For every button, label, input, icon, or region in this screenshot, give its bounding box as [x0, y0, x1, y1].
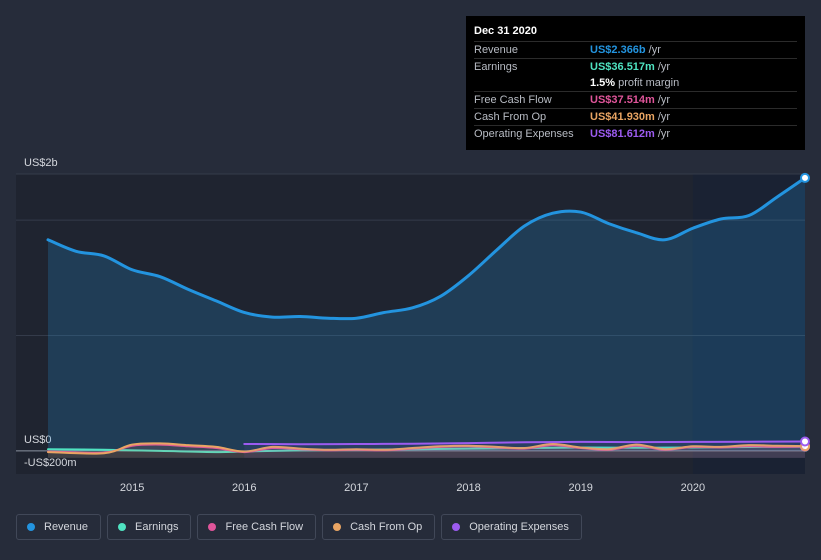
- legend-dot-icon: [208, 523, 217, 531]
- legend-label: Free Cash Flow: [225, 521, 304, 533]
- y-axis-label-zero: US$0: [24, 434, 52, 446]
- x-tick-label: 2016: [232, 482, 256, 494]
- legend-item-free-cash-flow[interactable]: Free Cash Flow: [197, 514, 317, 540]
- x-tick-label: 2019: [568, 482, 592, 494]
- tooltip-label: Free Cash Flow: [474, 94, 552, 106]
- tooltip-date: Dec 31 2020: [474, 25, 537, 37]
- revenue-area: [48, 177, 805, 451]
- tooltip-unit: /yr: [657, 61, 671, 73]
- tooltip-value: 1.5%: [590, 77, 616, 89]
- tooltip-value: US$37.514m: [590, 94, 655, 106]
- legend-item-operating-expenses[interactable]: Operating Expenses: [441, 514, 582, 540]
- revenue-end-point: [800, 172, 810, 183]
- cash-from-op-area: [48, 443, 805, 458]
- tooltip-unit: /yr: [648, 44, 661, 56]
- revenue-line: [46, 176, 807, 321]
- tooltip-value: US$36.517m: [590, 61, 655, 73]
- tooltip-label: Operating Expenses: [474, 128, 574, 140]
- y-axis-label-bottom: -US$200m: [24, 457, 77, 469]
- operating-expenses-line: [243, 440, 806, 446]
- legend-label: Operating Expenses: [469, 521, 569, 533]
- tooltip-row-operating-expenses: Operating Expenses US$81.612m /yr: [474, 125, 797, 142]
- highlight-band: [692, 174, 805, 474]
- x-tick-label: 2018: [456, 482, 480, 494]
- data-tooltip: Dec 31 2020 Revenue US$2.366b /yr Earnin…: [466, 16, 805, 150]
- tooltip-row-revenue: Revenue US$2.366b /yr: [474, 41, 797, 58]
- tooltip-unit: /yr: [657, 111, 671, 123]
- x-tick-label: 2020: [681, 482, 705, 494]
- legend-dot-icon: [333, 523, 342, 531]
- free-cash-flow-area: [48, 444, 805, 458]
- tooltip-unit: profit margin: [618, 77, 680, 89]
- tooltip-label: Revenue: [474, 44, 519, 56]
- tooltip-unit: /yr: [657, 128, 671, 140]
- operating-expenses-end-point: [800, 436, 810, 447]
- plot-background: [16, 174, 805, 474]
- tooltip-value: US$81.612m: [590, 128, 655, 140]
- tooltip-value: US$2.366b: [590, 44, 646, 56]
- legend-dot-icon: [27, 523, 35, 531]
- legend-label: Earnings: [135, 521, 179, 533]
- legend-item-cash-from-op[interactable]: Cash From Op: [322, 514, 436, 540]
- tooltip-label: Earnings: [474, 61, 518, 73]
- legend-label: Cash From Op: [350, 521, 423, 533]
- tooltip-row-cash-from-op: Cash From Op US$41.930m /yr: [474, 108, 797, 125]
- tooltip-unit: /yr: [657, 94, 671, 106]
- tooltip-row-free-cash-flow: Free Cash Flow US$37.514m /yr: [474, 91, 797, 108]
- tooltip-row-earnings: Earnings US$36.517m /yr: [474, 58, 797, 75]
- x-tick-label: 2015: [120, 482, 144, 494]
- tooltip-row-profit-margin: 1.5% profit margin: [474, 75, 797, 91]
- x-tick-label: 2017: [344, 482, 368, 494]
- legend-dot-icon: [118, 523, 127, 531]
- legend-item-revenue[interactable]: Revenue: [16, 514, 102, 540]
- tooltip-label: [474, 75, 590, 91]
- y-axis-label-top: US$2b: [24, 157, 58, 169]
- operating-expenses-area: [244, 441, 805, 458]
- legend-dot-icon: [452, 523, 461, 531]
- tooltip-value: US$41.930m: [590, 111, 655, 123]
- tooltip-label: Cash From Op: [474, 111, 547, 123]
- chart-legend: Revenue Earnings Free Cash Flow Cash Fro…: [16, 514, 582, 540]
- cash-from-op-line: [47, 442, 806, 455]
- legend-item-earnings[interactable]: Earnings: [107, 514, 192, 540]
- legend-label: Revenue: [44, 521, 89, 533]
